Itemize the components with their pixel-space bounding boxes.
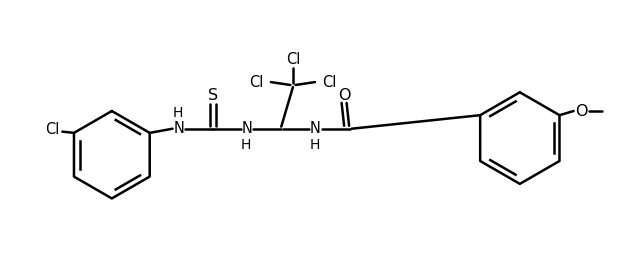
Text: O: O xyxy=(339,88,351,103)
Text: Cl: Cl xyxy=(45,122,60,137)
Text: H: H xyxy=(241,138,252,152)
Text: Cl: Cl xyxy=(249,75,264,89)
Text: Cl: Cl xyxy=(285,52,300,67)
Text: N: N xyxy=(173,121,184,136)
Text: N: N xyxy=(310,121,321,136)
Text: H: H xyxy=(309,138,320,152)
Text: Cl: Cl xyxy=(323,75,337,89)
Text: O: O xyxy=(575,104,588,119)
Text: S: S xyxy=(208,88,218,103)
Text: H: H xyxy=(173,106,183,120)
Text: N: N xyxy=(242,121,253,136)
